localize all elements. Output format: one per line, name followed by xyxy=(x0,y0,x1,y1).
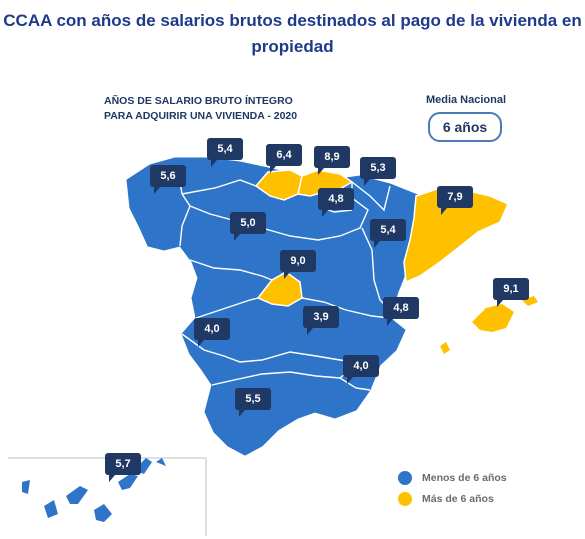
callout-cataluna: 7,9 xyxy=(437,186,473,215)
callout-madrid: 9,0 xyxy=(280,250,316,279)
callout-murcia: 4,0 xyxy=(343,355,379,384)
callout-castilla-la-mancha: 3,9 xyxy=(303,306,339,335)
map-title: CCAA con años de salarios brutos destina… xyxy=(3,11,582,56)
legend-item-above: Más de 6 años xyxy=(398,491,494,507)
callout-asturias: 5,4 xyxy=(207,138,243,167)
callout-baleares: 9,1 xyxy=(493,278,529,307)
subtitle-line-1: AÑOS DE SALARIO BRUTO ÍNTEGRO xyxy=(104,95,293,107)
callout-la-rioja: 4,8 xyxy=(318,188,354,217)
callout-cantabria: 6,4 xyxy=(266,144,302,173)
region-madrid xyxy=(256,271,303,307)
national-average-value: 6 años xyxy=(428,112,502,142)
region-baleares-ibiza xyxy=(440,342,450,354)
national-average-label: Media Nacional xyxy=(425,94,507,106)
legend-label-below: Menos de 6 años xyxy=(422,472,507,484)
map-subtitle: AÑOS DE SALARIO BRUTO ÍNTEGRO PARA ADQUI… xyxy=(104,94,334,124)
callout-andalucia: 5,5 xyxy=(235,388,271,417)
region-baleares xyxy=(472,304,514,332)
callout-galicia: 5,6 xyxy=(150,165,186,194)
subtitle-line-2: PARA ADQUIRIR UNA VIVIENDA - 2020 xyxy=(104,110,298,122)
canarias-islands xyxy=(22,458,166,522)
region-cataluna xyxy=(403,187,509,284)
legend-item-below: Menos de 6 años xyxy=(398,470,507,486)
callout-castilla-leon: 5,0 xyxy=(230,212,266,241)
canarias-inset-border xyxy=(8,457,207,536)
callout-aragon: 5,4 xyxy=(370,219,406,248)
callout-canarias: 5,7 xyxy=(105,453,141,482)
region-baleares-menorca xyxy=(522,296,538,306)
legend-dot-above xyxy=(398,492,412,506)
callout-c-valenciana: 4,8 xyxy=(383,297,419,326)
callout-extremadura: 4,0 xyxy=(194,318,230,347)
legend-dot-below xyxy=(398,471,412,485)
callout-pais-vasco: 8,9 xyxy=(314,146,350,175)
legend-label-above: Más de 6 años xyxy=(422,493,494,505)
callout-navarra: 5,3 xyxy=(360,157,396,186)
